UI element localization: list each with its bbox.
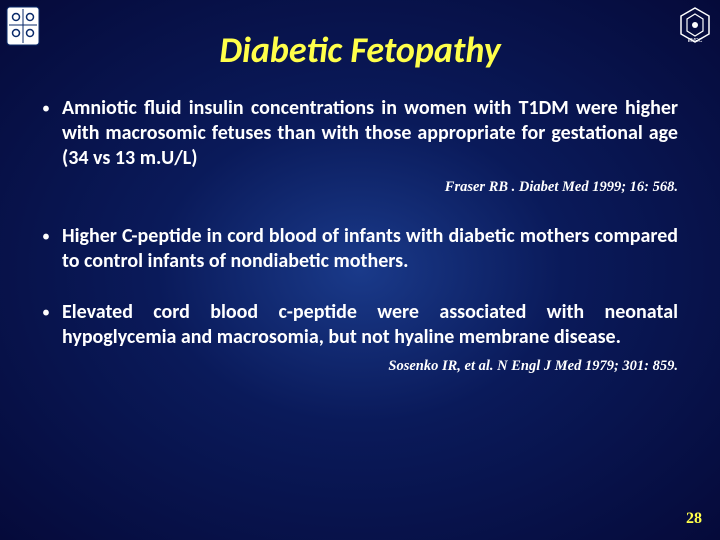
slide-content: • Higher C-peptide in cord blood of infa… [0,224,720,274]
bullet-item: • Higher C-peptide in cord blood of infa… [42,224,678,274]
bullet-item: • Amniotic fluid insulin concentrations … [42,96,678,171]
page-number: 28 [686,510,702,528]
bullet-item: • Elevated cord blood c-peptide were ass… [42,300,678,350]
bullet-marker-icon: • [42,303,50,350]
bullet-text: Higher C-peptide in cord blood of infant… [62,224,678,274]
bullet-text: Elevated cord blood c-peptide were assoc… [62,300,678,350]
slide-title: Diabetic Fetopathy [0,0,720,96]
logo-right-icon: EMRC [676,6,714,44]
citation-text: Fraser RB . Diabet Med 1999; 16: 568. [0,179,720,196]
slide-content: • Amniotic fluid insulin concentrations … [0,96,720,171]
slide-content: • Elevated cord blood c-peptide were ass… [0,300,720,350]
bullet-marker-icon: • [42,99,50,171]
bullet-marker-icon: • [42,227,50,274]
svg-text:EMRC: EMRC [688,38,703,44]
bullet-text: Amniotic fluid insulin concentrations in… [62,96,678,171]
logo-left-icon [6,6,40,46]
citation-text: Sosenko IR, et al. N Engl J Med 1979; 30… [0,358,720,375]
